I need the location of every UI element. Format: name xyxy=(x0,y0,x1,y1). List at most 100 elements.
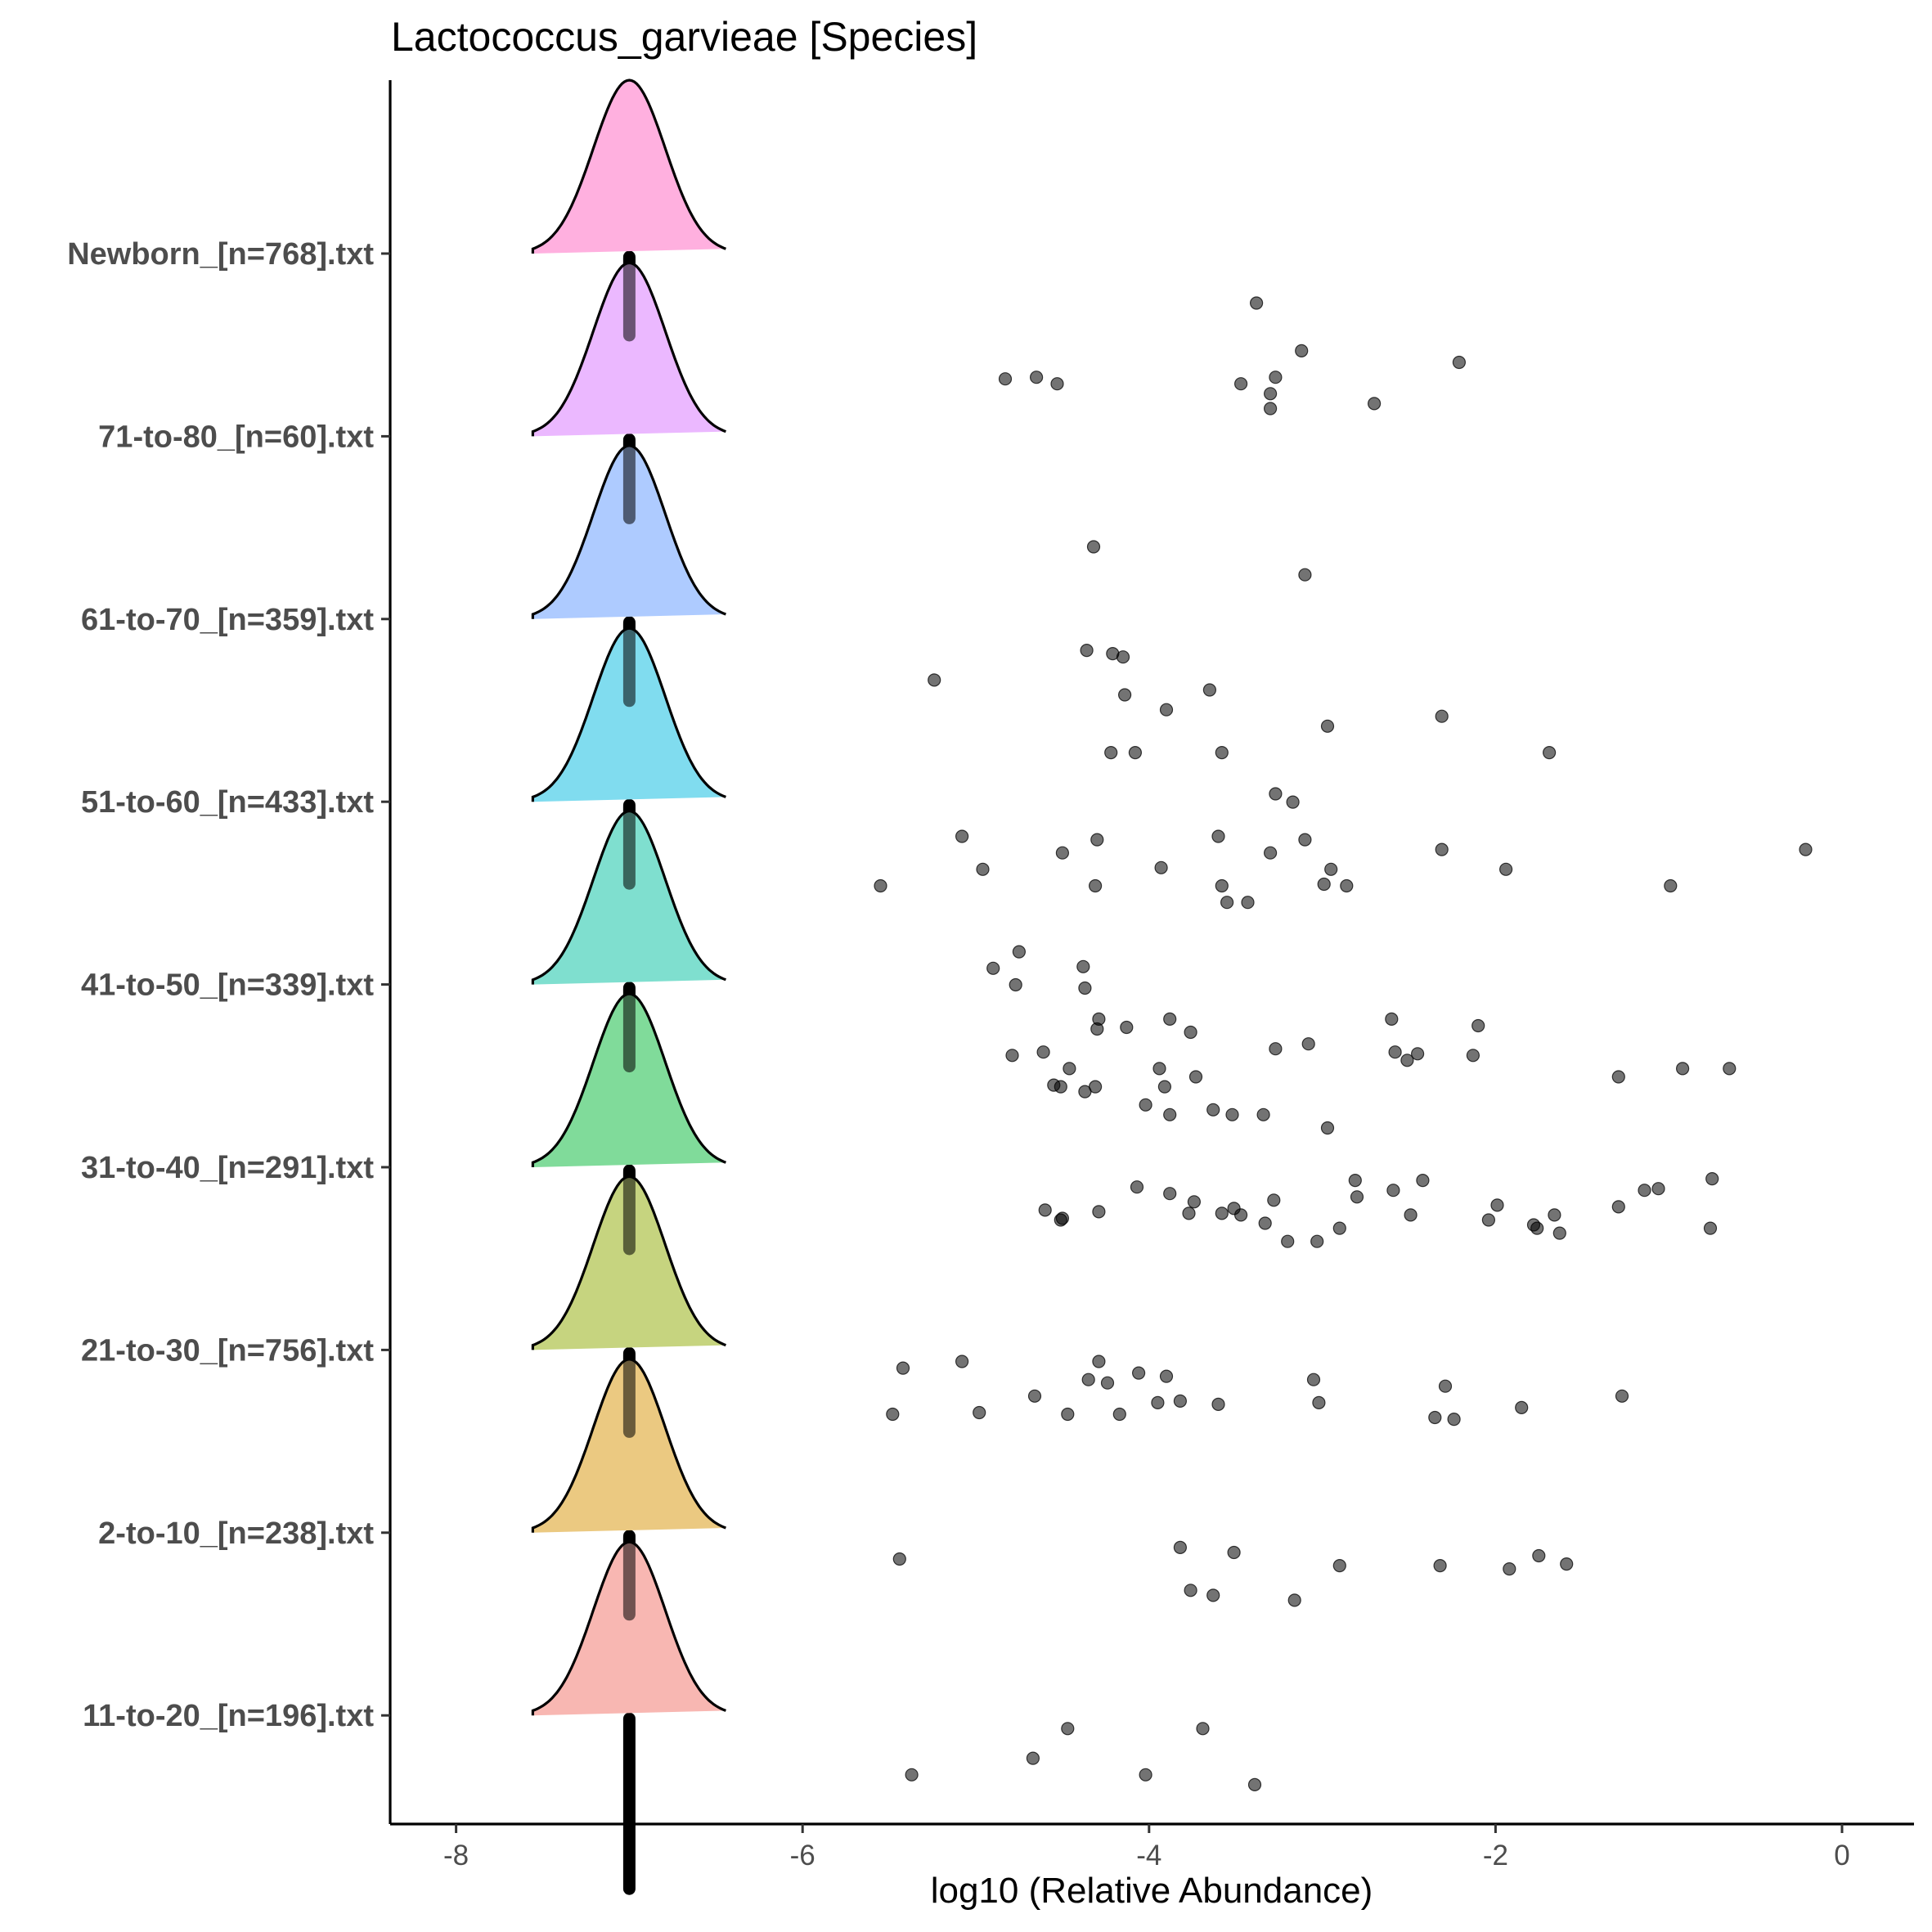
data-point xyxy=(955,1355,969,1368)
data-point xyxy=(1112,1407,1126,1422)
data-point xyxy=(976,862,990,876)
data-point xyxy=(1799,842,1813,856)
data-point xyxy=(1088,878,1103,893)
data-point xyxy=(905,1768,919,1781)
data-point xyxy=(1503,1561,1516,1576)
data-point xyxy=(1163,1012,1177,1027)
data-point xyxy=(1481,1213,1496,1227)
points-31-to-40-n-291-txt xyxy=(1038,1171,1719,1248)
data-point xyxy=(1298,833,1312,847)
data-point xyxy=(1703,1221,1718,1235)
data-point xyxy=(1088,1080,1103,1094)
data-point xyxy=(1211,829,1225,843)
data-point xyxy=(1638,1184,1651,1197)
ridge-fill-31-to-40-n-291-txt xyxy=(532,994,726,1167)
data-point xyxy=(928,673,941,687)
data-point xyxy=(1515,1400,1529,1415)
chart-title: Lactococcus_garvieae [Species] xyxy=(391,14,977,60)
data-point xyxy=(1061,1722,1075,1736)
data-point xyxy=(1615,1389,1629,1403)
x-axis-label: log10 (Relative Abundance) xyxy=(931,1871,1373,1911)
data-point xyxy=(1247,1777,1262,1791)
data-point xyxy=(1090,1022,1104,1036)
data-point xyxy=(1310,1234,1324,1248)
data-point xyxy=(1263,402,1278,416)
points-41-to-50-n-339-txt xyxy=(1005,1012,1737,1135)
data-point xyxy=(1163,1187,1177,1201)
data-point xyxy=(986,961,1000,975)
data-point xyxy=(1163,1108,1177,1121)
data-point xyxy=(1301,1037,1315,1051)
data-point xyxy=(892,1552,906,1566)
data-point xyxy=(1340,878,1354,893)
y-tick-label-21-to-30-n-756-txt: 21-to-30_[n=756].txt xyxy=(81,1333,374,1368)
x-tick-label: -6 xyxy=(790,1840,815,1871)
data-point xyxy=(1005,1049,1019,1063)
data-point xyxy=(1723,1062,1737,1076)
data-point xyxy=(1433,1558,1447,1573)
data-point xyxy=(886,1407,900,1422)
y-tick-label-31-to-40-n-291-txt: 31-to-40_[n=291].txt xyxy=(81,1151,374,1185)
data-point xyxy=(1256,1108,1270,1121)
data-point xyxy=(1152,1062,1166,1076)
y-tick-label-61-to-70-n-359-txt: 61-to-70_[n=359].txt xyxy=(81,603,374,637)
x-tick-label: -4 xyxy=(1136,1840,1161,1871)
data-point xyxy=(1063,1062,1076,1076)
data-point xyxy=(1154,860,1168,874)
data-point xyxy=(1320,719,1335,733)
data-point xyxy=(1542,745,1557,760)
ridge-outline-newborn-n-768-txt xyxy=(531,79,726,254)
ridge-fill-71-to-80-n-60-txt xyxy=(532,263,726,437)
points-2-to-10-n-238-txt xyxy=(892,1540,1574,1607)
data-point xyxy=(1552,1226,1566,1240)
data-point xyxy=(1249,296,1264,310)
data-point xyxy=(1076,959,1090,973)
data-point xyxy=(1225,1108,1239,1121)
data-point xyxy=(1184,1025,1197,1040)
x-tick-label: -2 xyxy=(1483,1840,1508,1871)
data-point xyxy=(1009,977,1022,992)
data-point xyxy=(1438,1379,1453,1393)
data-point xyxy=(1215,1206,1229,1220)
x-tick-label: 0 xyxy=(1834,1840,1849,1871)
data-point xyxy=(1611,1200,1625,1214)
data-point xyxy=(1081,1373,1095,1386)
y-axis: Newborn_[n=768].txt 71-to-80_[n=60].txt 61… xyxy=(67,80,392,1824)
data-point xyxy=(1258,1216,1272,1230)
data-point xyxy=(1386,1184,1400,1197)
data-point xyxy=(1215,878,1229,893)
data-point xyxy=(1435,842,1449,856)
y-tick-label-11-to-20-n-196-txt: 11-to-20_[n=196].txt xyxy=(83,1699,374,1733)
points-newborn-n-768-txt xyxy=(998,296,1467,416)
y-tick-label-2-to-10-n-238-txt: 2-to-10_[n=238].txt xyxy=(98,1516,374,1551)
data-point xyxy=(1092,1205,1106,1219)
data-point xyxy=(1196,1722,1210,1736)
data-point xyxy=(1173,1540,1188,1555)
data-point xyxy=(1404,1208,1418,1222)
data-point xyxy=(1269,1042,1283,1056)
data-point xyxy=(1151,1395,1165,1410)
data-point xyxy=(1202,683,1217,697)
data-point xyxy=(1100,1376,1115,1390)
data-point xyxy=(1651,1182,1665,1196)
data-point xyxy=(1029,371,1044,384)
data-point xyxy=(1012,945,1027,959)
x-axis: -8 -6 -4 -2 0 xyxy=(390,1822,1914,1871)
data-point xyxy=(1128,745,1143,760)
data-point xyxy=(1233,1208,1248,1222)
data-point xyxy=(1090,833,1104,847)
data-point xyxy=(1324,862,1338,876)
data-point xyxy=(1286,795,1300,809)
ridge-fill-21-to-30-n-756-txt xyxy=(532,1176,726,1350)
data-point xyxy=(1078,981,1092,995)
data-point xyxy=(1530,1221,1544,1235)
y-tick-label-newborn-n-768-txt: Newborn_[n=768].txt xyxy=(67,237,374,272)
ridges-layer xyxy=(531,79,726,1895)
data-point xyxy=(1676,1062,1690,1076)
data-point xyxy=(1269,787,1283,801)
data-point xyxy=(1287,1593,1301,1607)
data-point xyxy=(1215,745,1229,760)
data-point xyxy=(1206,1103,1220,1117)
data-point xyxy=(1471,1018,1485,1033)
